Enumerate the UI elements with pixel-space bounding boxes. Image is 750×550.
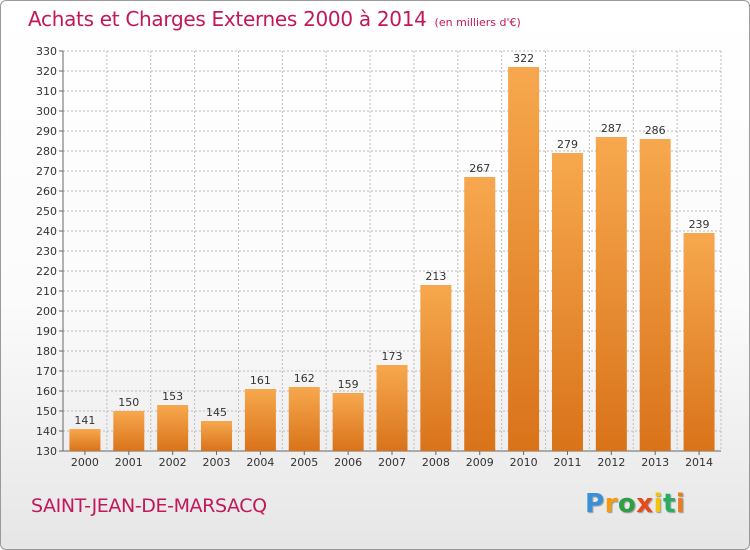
bar bbox=[595, 137, 627, 451]
bar bbox=[157, 405, 189, 451]
y-tick-label: 160 bbox=[36, 385, 57, 398]
y-tick-label: 300 bbox=[36, 105, 57, 118]
bar bbox=[683, 233, 715, 451]
bar bbox=[420, 285, 452, 451]
bar-value-label: 267 bbox=[469, 162, 490, 175]
x-tick-label: 2011 bbox=[553, 456, 581, 469]
bars bbox=[69, 67, 715, 451]
y-tick-label: 230 bbox=[36, 245, 57, 258]
bar bbox=[376, 365, 408, 451]
x-tick-label: 2004 bbox=[246, 456, 274, 469]
bar bbox=[201, 421, 233, 451]
x-tick-label: 2010 bbox=[510, 456, 538, 469]
y-tick-label: 150 bbox=[36, 405, 57, 418]
bar-value-label: 287 bbox=[601, 122, 622, 135]
y-tick-label: 250 bbox=[36, 205, 57, 218]
logo-letter: i bbox=[653, 489, 663, 519]
x-tick-label: 2002 bbox=[159, 456, 187, 469]
bar-value-label: 286 bbox=[645, 124, 666, 137]
bar-value-label: 161 bbox=[250, 374, 271, 387]
x-tick-label: 2000 bbox=[71, 456, 99, 469]
bar bbox=[244, 389, 276, 451]
x-tick-label: 2001 bbox=[115, 456, 143, 469]
y-tick-label: 130 bbox=[36, 445, 57, 458]
bar-value-label: 239 bbox=[689, 218, 710, 231]
bar-value-label: 153 bbox=[162, 390, 183, 403]
logo-letter: P bbox=[585, 489, 605, 519]
y-tick-label: 330 bbox=[36, 45, 57, 58]
chart-subtitle: (en milliers d'€) bbox=[434, 16, 521, 29]
y-tick-label: 320 bbox=[36, 65, 57, 78]
logo-letter: x bbox=[636, 489, 654, 519]
bar-value-label: 150 bbox=[118, 396, 139, 409]
y-tick-label: 220 bbox=[36, 265, 57, 278]
bar-value-label: 173 bbox=[382, 350, 403, 363]
bar bbox=[551, 153, 583, 451]
bar-value-label: 322 bbox=[513, 52, 534, 65]
bar bbox=[113, 411, 145, 451]
x-tick-label: 2008 bbox=[422, 456, 450, 469]
y-tick-label: 260 bbox=[36, 185, 57, 198]
y-tick-label: 280 bbox=[36, 145, 57, 158]
y-tick-label: 180 bbox=[36, 345, 57, 358]
y-tick-label: 290 bbox=[36, 125, 57, 138]
bar bbox=[639, 139, 671, 451]
bar bbox=[69, 429, 101, 451]
x-tick-label: 2012 bbox=[597, 456, 625, 469]
bar-value-label: 213 bbox=[425, 270, 446, 283]
bar bbox=[508, 67, 540, 451]
bar-value-label: 162 bbox=[294, 372, 315, 385]
chart-title: Achats et Charges Externes 2000 à 2014 (e… bbox=[28, 7, 521, 31]
x-tick-label: 2005 bbox=[290, 456, 318, 469]
bar bbox=[288, 387, 320, 451]
y-tick-label: 270 bbox=[36, 165, 57, 178]
chart-title-text: Achats et Charges Externes 2000 à 2014 bbox=[28, 7, 427, 31]
logo-letter: t bbox=[662, 489, 676, 519]
bar-value-label: 159 bbox=[338, 378, 359, 391]
town-name: SAINT-JEAN-DE-MARSACQ bbox=[31, 495, 267, 517]
y-tick-label: 190 bbox=[36, 325, 57, 338]
logo-letter: o bbox=[617, 489, 637, 519]
bar-value-label: 145 bbox=[206, 406, 227, 419]
proxiti-logo: Proxiti bbox=[585, 489, 685, 519]
y-tick-label: 200 bbox=[36, 305, 57, 318]
y-tick-label: 240 bbox=[36, 225, 57, 238]
y-tick-label: 310 bbox=[36, 85, 57, 98]
y-tick-label: 140 bbox=[36, 425, 57, 438]
logo-letter: r bbox=[604, 489, 618, 519]
bar bbox=[332, 393, 364, 451]
logo-letter: i bbox=[675, 489, 686, 519]
x-tick-label: 2009 bbox=[466, 456, 494, 469]
bar-value-label: 279 bbox=[557, 138, 578, 151]
bar-value-label: 141 bbox=[74, 414, 95, 427]
y-tick-label: 170 bbox=[36, 365, 57, 378]
bar bbox=[464, 177, 496, 451]
x-tick-label: 2003 bbox=[203, 456, 231, 469]
labels: 130 140 150 160 170 180 190 200 210 220 230 240 250 2… bbox=[36, 45, 713, 469]
x-tick-label: 2006 bbox=[334, 456, 362, 469]
x-tick-label: 2007 bbox=[378, 456, 406, 469]
x-tick-label: 2014 bbox=[685, 456, 713, 469]
y-tick-label: 210 bbox=[36, 285, 57, 298]
x-tick-label: 2013 bbox=[641, 456, 669, 469]
